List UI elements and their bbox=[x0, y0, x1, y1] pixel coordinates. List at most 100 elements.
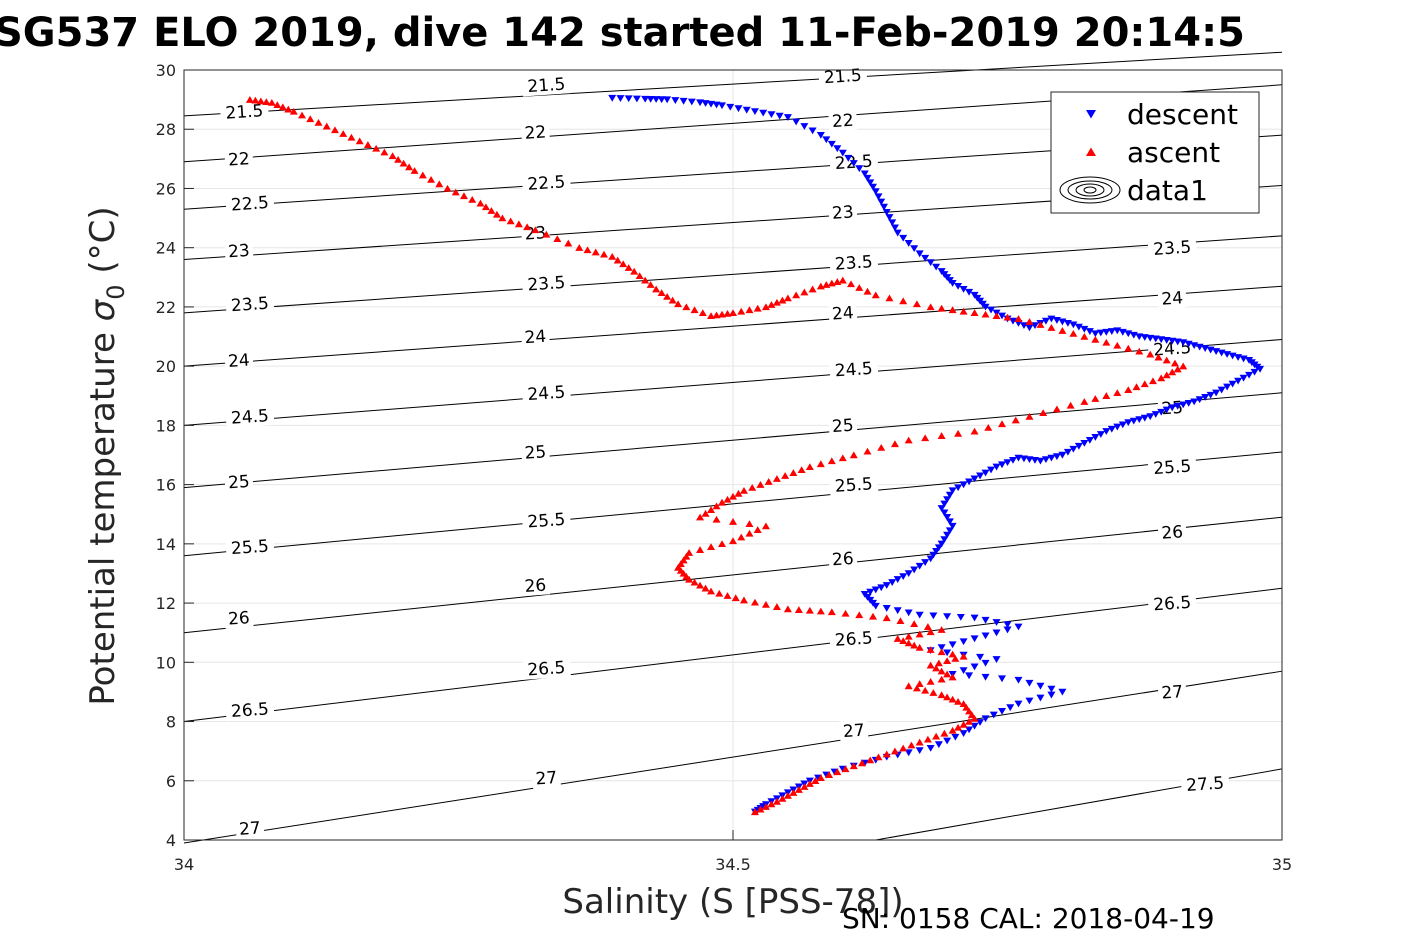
ascent-point bbox=[1102, 392, 1111, 399]
descent-point bbox=[888, 219, 897, 227]
descent-point bbox=[1162, 337, 1171, 344]
descent-point bbox=[1080, 325, 1089, 333]
ascent-point bbox=[1113, 389, 1122, 397]
contour-label: 26.5 bbox=[1153, 593, 1192, 616]
ascent-point bbox=[1066, 401, 1075, 409]
contour-line-27 bbox=[183, 670, 1283, 844]
descent-point bbox=[910, 245, 919, 253]
descent-point bbox=[981, 632, 990, 640]
ascent-point bbox=[1003, 313, 1012, 321]
descent-point bbox=[981, 715, 990, 723]
ascent-point bbox=[427, 175, 436, 183]
ascent-point bbox=[756, 805, 765, 813]
ascent-point bbox=[641, 276, 650, 284]
descent-point bbox=[808, 127, 817, 135]
ascent-point bbox=[613, 256, 622, 264]
ascent-point bbox=[707, 312, 716, 320]
x-tick-label: 34.5 bbox=[715, 855, 751, 874]
ascent-point bbox=[1173, 365, 1182, 373]
descent-point bbox=[624, 95, 633, 103]
y-tick-label: 6 bbox=[166, 772, 176, 791]
ascent-point bbox=[965, 707, 974, 715]
ascent-point bbox=[734, 489, 743, 497]
contour-label-bg bbox=[829, 357, 879, 381]
descent-point bbox=[1025, 324, 1034, 332]
ascent-point bbox=[737, 307, 746, 315]
descent-point bbox=[657, 96, 666, 104]
contour-line-24 bbox=[183, 285, 1283, 367]
ascent-point bbox=[907, 741, 916, 749]
ascent-point bbox=[1091, 335, 1100, 343]
y-tick-label: 10 bbox=[156, 653, 176, 672]
descent-point bbox=[838, 149, 847, 157]
contour-label: 26 bbox=[227, 608, 250, 629]
descent-point bbox=[932, 263, 941, 271]
ascent-point bbox=[718, 540, 727, 548]
ascent-point bbox=[948, 726, 957, 734]
x-tick-label: 34 bbox=[174, 855, 194, 874]
ascent-point bbox=[676, 560, 685, 568]
contour-label: 25.5 bbox=[1153, 457, 1192, 480]
contour-label-bg bbox=[224, 470, 254, 493]
descent-point bbox=[868, 183, 877, 191]
descent-point bbox=[1006, 704, 1015, 712]
ascent-point bbox=[923, 735, 932, 743]
contour-label-bg bbox=[829, 626, 879, 651]
ascent-point bbox=[273, 101, 282, 108]
descent-point bbox=[1140, 334, 1149, 341]
contour-label: 24 bbox=[831, 303, 854, 324]
descent-point bbox=[904, 570, 913, 578]
descent-point bbox=[940, 536, 949, 544]
ascent-point bbox=[410, 167, 419, 174]
descent-point bbox=[992, 619, 1001, 626]
ascent-point bbox=[833, 278, 842, 285]
descent-point bbox=[844, 154, 853, 162]
contour-line-21-5 bbox=[183, 51, 1283, 117]
ascent-point bbox=[306, 115, 315, 123]
ascent-point bbox=[284, 105, 293, 113]
contour-label-bg bbox=[225, 191, 275, 215]
descent-point bbox=[981, 673, 990, 681]
descent-point bbox=[926, 259, 935, 267]
contour-label: 25.5 bbox=[527, 510, 566, 533]
ascent-point bbox=[868, 612, 877, 620]
descent-point bbox=[1025, 697, 1034, 705]
descent-point bbox=[929, 612, 938, 620]
descent-point bbox=[992, 463, 1001, 471]
ascent-point bbox=[739, 486, 748, 494]
ascent-point bbox=[388, 152, 397, 160]
contour-line-25 bbox=[183, 392, 1283, 489]
ascent-point bbox=[599, 250, 608, 258]
descent-point bbox=[989, 711, 998, 719]
ascent-point bbox=[882, 614, 891, 622]
ascent-point bbox=[937, 626, 946, 633]
descent-point bbox=[937, 505, 946, 512]
contour-line-24-5 bbox=[183, 339, 1283, 426]
descent-point bbox=[816, 131, 825, 139]
contour-line-25-5 bbox=[183, 451, 1283, 557]
contour-label: 25.5 bbox=[834, 474, 873, 497]
descent-point bbox=[1168, 404, 1177, 412]
contour-label-bg bbox=[1157, 521, 1187, 543]
y-tick-label: 30 bbox=[156, 61, 176, 80]
descent-point bbox=[948, 522, 957, 530]
contour-label-bg bbox=[235, 817, 265, 840]
ascent-point bbox=[682, 303, 691, 311]
ascent-point bbox=[767, 800, 776, 808]
descent-point bbox=[998, 707, 1007, 715]
ascent-point bbox=[394, 155, 403, 163]
ascent-point bbox=[1080, 398, 1089, 405]
ascent-point bbox=[761, 303, 770, 311]
descent-point bbox=[1245, 371, 1254, 379]
ascent-point bbox=[948, 650, 957, 658]
descent-point bbox=[893, 576, 902, 583]
ascent-point bbox=[542, 230, 551, 238]
ascent-point bbox=[890, 747, 899, 755]
ascent-point bbox=[778, 296, 787, 304]
descent-point bbox=[943, 737, 952, 745]
ascent-point bbox=[718, 310, 727, 318]
ascent-point bbox=[904, 682, 913, 690]
descent-point bbox=[1003, 459, 1012, 467]
ascent-point bbox=[954, 723, 963, 731]
ascent-point bbox=[682, 552, 691, 560]
